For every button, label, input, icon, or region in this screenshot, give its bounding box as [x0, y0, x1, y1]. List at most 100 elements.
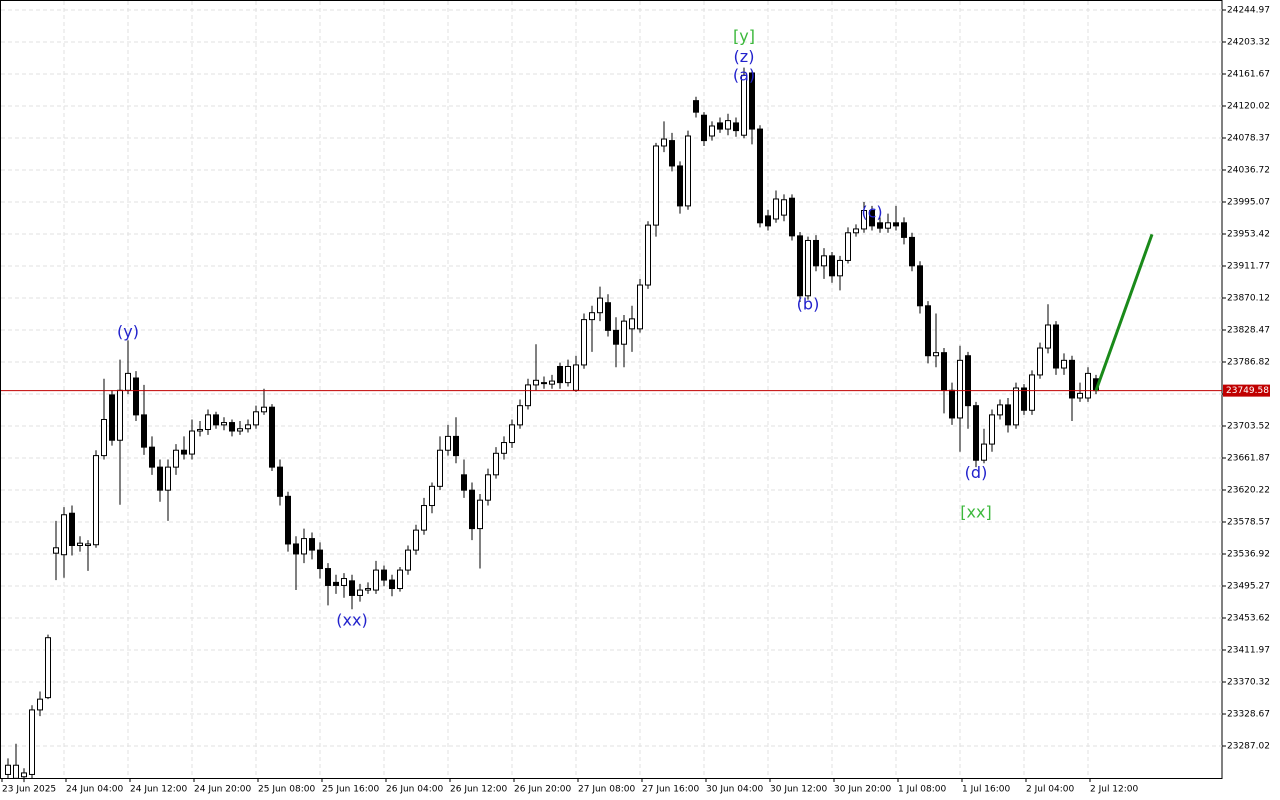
- candle-body: [797, 235, 803, 297]
- candle-body: [117, 389, 123, 441]
- wave-label: (xx): [336, 610, 367, 629]
- candle-body: [869, 210, 875, 227]
- candle-body: [589, 312, 595, 321]
- candle-body: [509, 424, 515, 444]
- y-tick-label: 24203.32: [1227, 38, 1270, 48]
- wave-label: (b): [797, 295, 820, 314]
- y-tick-label: 24161.67: [1227, 70, 1270, 80]
- candle-body: [221, 422, 227, 426]
- candle-body: [581, 319, 587, 366]
- candle-body: [1061, 359, 1067, 369]
- candle-body: [269, 406, 275, 468]
- x-tick-label: 27 Jun 08:00: [578, 785, 635, 795]
- candle-body: [677, 165, 683, 207]
- candle-body: [1053, 324, 1059, 369]
- candle-body: [469, 489, 475, 530]
- candle-body: [181, 449, 187, 455]
- y-tick-label: 23453.62: [1227, 614, 1270, 624]
- candle-body: [925, 305, 931, 357]
- wave-label: (c): [861, 202, 882, 221]
- candle-body: [973, 405, 979, 461]
- candle-body: [637, 284, 643, 330]
- candle-body: [277, 466, 283, 497]
- candle-body: [709, 125, 715, 137]
- x-tick-label: 27 Jun 16:00: [642, 785, 699, 795]
- candle-body: [1037, 347, 1043, 376]
- candle-body: [557, 365, 563, 384]
- x-tick-label: 1 Jul 16:00: [962, 785, 1011, 795]
- y-tick-label: 23995.07: [1227, 198, 1270, 208]
- y-tick-label: 23953.42: [1227, 230, 1270, 240]
- candle-body: [77, 542, 83, 546]
- candle-body: [229, 422, 235, 432]
- candle-body: [757, 128, 763, 224]
- candle-body: [1005, 404, 1011, 426]
- y-tick-label: 23370.32: [1227, 678, 1270, 688]
- x-tick-label: 26 Jun 20:00: [514, 785, 571, 795]
- candle-body: [861, 210, 867, 230]
- candle-body: [853, 228, 859, 234]
- candle-body: [101, 418, 107, 457]
- candle-body: [541, 382, 547, 385]
- candle-body: [333, 581, 339, 586]
- candle-body: [69, 512, 75, 546]
- y-tick-label: 23536.92: [1227, 550, 1270, 560]
- candle-body: [357, 589, 363, 596]
- wave-label: (a): [733, 66, 755, 85]
- candle-body: [133, 377, 139, 416]
- candle-body: [949, 389, 955, 419]
- x-tick-label: 30 Jun 20:00: [834, 785, 891, 795]
- candle-body: [733, 122, 739, 132]
- candle-body: [909, 236, 915, 267]
- y-tick-label: 23870.12: [1227, 294, 1270, 304]
- y-tick-label: 24120.02: [1227, 102, 1270, 112]
- wave-label: (d): [965, 463, 988, 482]
- projection-line: [1094, 233, 1154, 392]
- y-tick-label: 23828.47: [1227, 326, 1270, 336]
- candle-body: [965, 355, 971, 407]
- candle-body: [477, 499, 483, 530]
- candle-body: [645, 224, 651, 286]
- candle-body: [917, 265, 923, 307]
- candle-body: [197, 428, 203, 432]
- wave-label: [xx]: [960, 503, 991, 522]
- x-tick-label: 26 Jun 12:00: [450, 785, 507, 795]
- candle-body: [941, 352, 947, 391]
- candle-body: [165, 466, 171, 491]
- candle-body: [821, 255, 827, 267]
- last-price-tag: [1223, 384, 1270, 397]
- candle-body: [573, 364, 579, 391]
- candle-body: [349, 580, 355, 596]
- candle-body: [661, 138, 667, 147]
- candle-body: [613, 329, 619, 345]
- candle-body: [45, 637, 51, 699]
- candle-body: [701, 114, 707, 142]
- candle-body: [453, 435, 459, 457]
- candle-body: [445, 435, 451, 451]
- candle-body: [517, 405, 523, 426]
- candle-body: [341, 578, 347, 586]
- candle-body: [717, 122, 723, 130]
- candle-body: [5, 764, 11, 775]
- candle-body: [901, 222, 907, 238]
- candle-body: [621, 320, 627, 345]
- candle-body: [933, 352, 939, 357]
- candle-body: [565, 365, 571, 384]
- candle-body: [685, 135, 691, 207]
- candle-body: [141, 414, 147, 448]
- candle-body: [61, 514, 67, 556]
- x-tick-label: 25 Jun 16:00: [322, 785, 379, 795]
- candle-body: [957, 359, 963, 419]
- candle-body: [189, 430, 195, 455]
- candle-body: [877, 222, 883, 229]
- x-tick-label: 2 Jul 12:00: [1090, 785, 1139, 795]
- candle-body: [421, 505, 427, 531]
- candle-body: [989, 414, 995, 445]
- candle-body: [893, 222, 899, 227]
- candle-body: [773, 198, 779, 220]
- candle-body: [525, 384, 531, 407]
- candle-body: [293, 543, 299, 555]
- candle-body: [325, 568, 331, 586]
- candle-body: [725, 120, 731, 130]
- candle-body: [781, 199, 787, 216]
